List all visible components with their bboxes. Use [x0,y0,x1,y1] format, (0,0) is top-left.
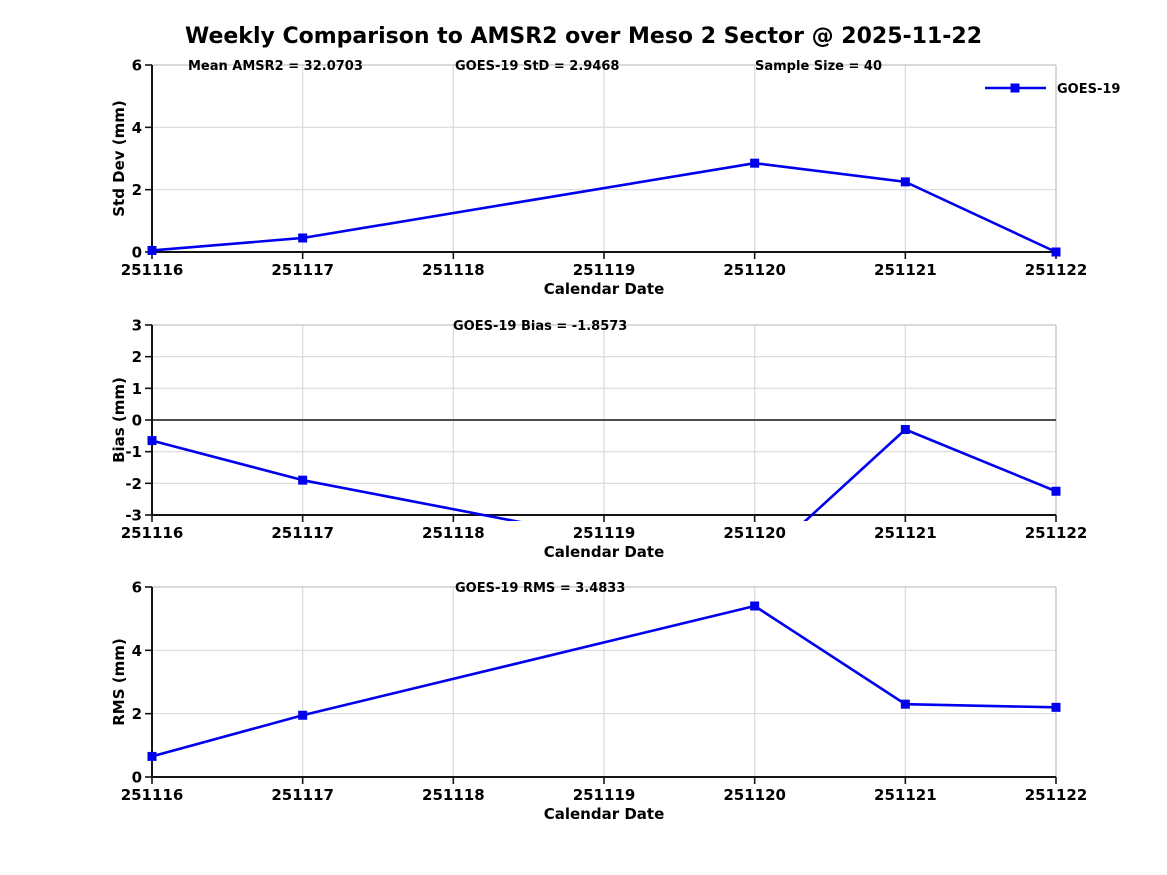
series-marker [298,475,308,485]
y-axis-label: RMS (mm) [110,638,128,725]
y-tick-label: 0 [132,244,142,262]
y-tick-label: 0 [132,769,142,787]
y-tick-label: 2 [132,705,142,723]
y-tick-label: 3 [132,317,142,335]
x-tick-label: 251116 [121,786,184,804]
x-tick-label: 251118 [422,261,485,279]
x-axis-label: Calendar Date [544,280,665,298]
x-tick-label: 251116 [121,524,184,542]
series-marker [900,177,910,187]
y-tick-label: 0 [132,412,142,430]
y-tick-label: -3 [125,507,142,525]
series-goes-19 [147,425,1061,572]
y-tick-label: 2 [132,348,142,366]
series-marker [1051,486,1061,496]
y-axis-label: Std Dev (mm) [110,100,128,217]
x-tick-label: 251119 [573,786,636,804]
x-tick-label: 251121 [874,261,937,279]
series-marker [750,563,759,572]
x-tick-label: 251122 [1025,261,1088,279]
annotation: GOES-19 StD = 2.9468 [455,59,619,74]
annotation: GOES-19 RMS = 3.4833 [455,581,625,596]
x-axis-label: Calendar Date [544,543,665,561]
subplot-rms-mm: 251116 251117 251118 251119 251120 251121 2511… [110,579,1087,824]
x-tick-label: 251122 [1025,524,1088,542]
series-goes-19 [147,601,1061,761]
series-marker [900,699,910,709]
x-tick-label: 251122 [1025,786,1088,804]
x-tick-label: 251118 [422,786,485,804]
series-marker [298,710,308,720]
x-tick-label: 251117 [271,261,334,279]
series-marker [900,425,910,434]
y-tick-label: -1 [125,443,142,461]
y-tick-label: 1 [132,380,142,398]
y-tick-label: 4 [132,119,142,137]
series-marker [1051,247,1061,257]
x-tick-label: 251120 [723,261,786,279]
annotation: Mean AMSR2 = 32.0703 [188,59,363,74]
x-tick-label: 251120 [723,786,786,804]
y-tick-label: 6 [132,57,142,75]
legend: GOES-19 [985,82,1120,97]
series-marker [750,601,760,611]
x-axis-label: Calendar Date [544,805,665,823]
x-tick-label: 251117 [271,786,334,804]
series-marker [1051,702,1061,712]
chart-title: Weekly Comparison to AMSR2 over Meso 2 S… [184,24,983,49]
x-tick-label: 251119 [573,261,636,279]
y-tick-label: 2 [132,181,142,199]
subplot-std-dev-mm: 251116 251117 251118 251119 251120 251121 2511… [110,57,1120,299]
y-axis-label: Bias (mm) [110,377,128,463]
x-tick-label: 251118 [422,524,485,542]
y-tick-label: 6 [132,579,142,597]
series-marker [147,436,157,446]
x-tick-label: 251117 [271,524,334,542]
x-tick-label: 251120 [723,524,786,542]
y-tick-label: -2 [125,475,142,493]
x-tick-label: 251119 [573,524,636,542]
series-marker [147,751,157,761]
series-goes-19 [147,158,1061,257]
x-tick-label: 251121 [874,786,937,804]
y-tick-label: 4 [132,642,142,660]
series-marker [147,245,157,255]
x-tick-label: 251121 [874,524,937,542]
legend-marker [1010,83,1020,93]
subplot-bias-mm: 251116 251117 251118 251119 251120 251121 2511… [110,317,1088,572]
series-marker [298,233,308,243]
series-marker [750,158,760,168]
annotation: Sample Size = 40 [755,59,882,74]
x-tick-label: 251116 [121,261,184,279]
legend-label: GOES-19 [1057,82,1120,97]
annotation: GOES-19 Bias = -1.8573 [453,319,627,334]
series-line [150,428,1058,521]
